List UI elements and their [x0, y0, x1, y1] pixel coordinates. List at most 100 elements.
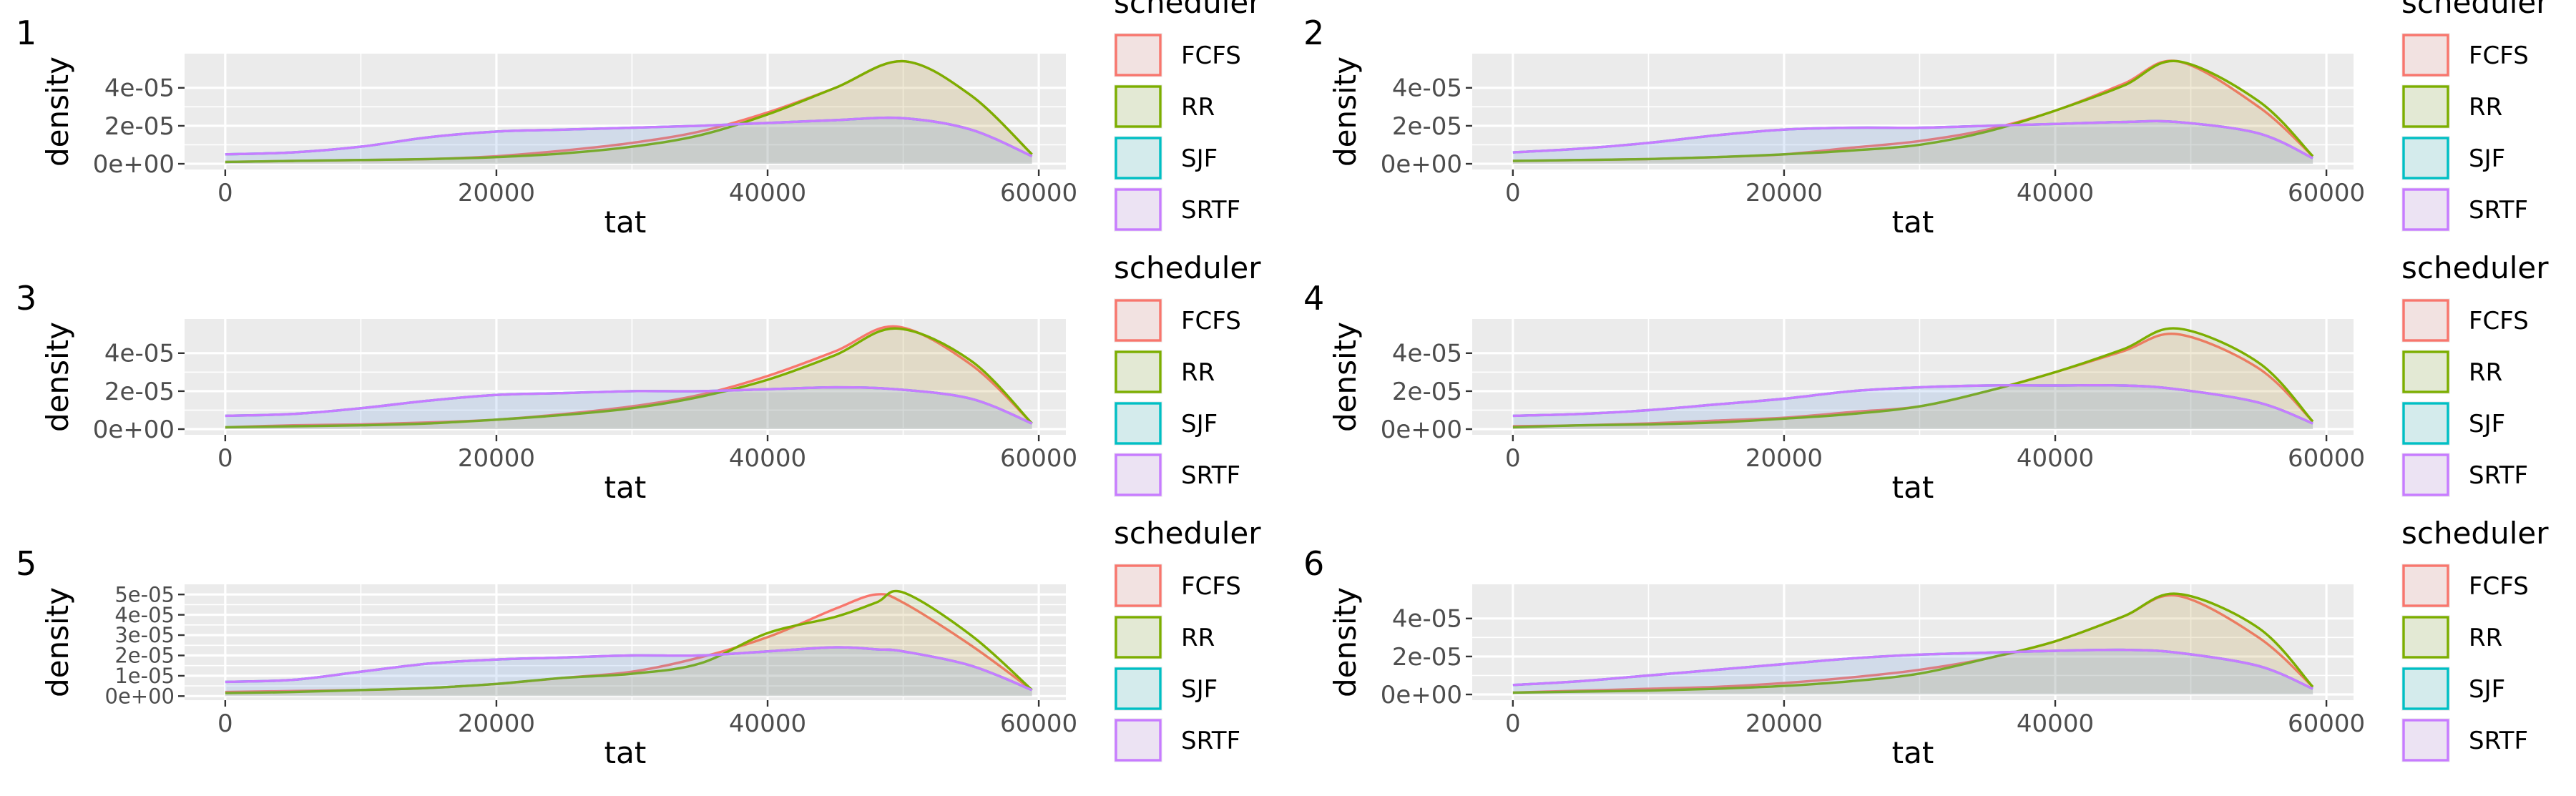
legend-swatch-fcfs	[1115, 564, 1162, 607]
panel-label: 2	[1303, 14, 1324, 52]
plot-background	[185, 584, 1066, 700]
legend-key-bg	[2401, 350, 2450, 394]
x-axis-title: tat	[1892, 205, 1934, 240]
legend-swatch-rr	[2402, 350, 2449, 393]
x-tick-label: 20000	[1745, 444, 1823, 473]
x-tick-label: 60000	[2288, 709, 2365, 738]
density-area-sjf	[1512, 385, 2313, 429]
panel-5: 5 0 20000 40000 60000 0e+001e-052e-053e-054e-…	[16, 516, 1261, 770]
density-area-fcfs	[225, 594, 1032, 697]
y-axis-title: density	[1328, 56, 1363, 167]
legend-swatch-rr	[1115, 350, 1162, 393]
legend: scheduler FCFS RR SJF SRTF	[2401, 516, 2549, 762]
legend-label: SJF	[2469, 144, 2505, 173]
panel-label: 5	[16, 544, 36, 583]
density-area-srtf	[1512, 649, 2313, 694]
legend-label: SRTF	[2469, 461, 2528, 490]
density-line-fcfs	[1512, 594, 2314, 694]
legend-swatch-srtf	[2402, 453, 2449, 496]
y-tick-label: 0e+00	[105, 684, 175, 708]
density-line-srtf	[225, 646, 1033, 692]
x-tick-label: 0	[1505, 444, 1521, 473]
legend-label: FCFS	[1181, 307, 1241, 335]
panel-2: 2 0 20000 40000 60000 0e+00 2e-05 4e-05 tat densi…	[1303, 0, 2549, 240]
legend-swatch-srtf	[1115, 453, 1162, 496]
legend-label: RR	[1181, 93, 1215, 122]
legend-key-bg	[1114, 33, 1162, 77]
legend-label: RR	[1181, 358, 1215, 387]
density-area-fcfs	[225, 61, 1032, 164]
density-area-srtf	[1512, 121, 2313, 164]
y-tick-label: 2e-05	[1392, 378, 1462, 406]
plot-background	[1472, 319, 2354, 435]
legend-swatch-rr	[2402, 85, 2449, 128]
x-tick-label: 20000	[458, 709, 535, 738]
density-area-fcfs	[225, 326, 1032, 429]
density-line-srtf	[1512, 383, 2313, 425]
legend-swatch-srtf	[1115, 719, 1162, 762]
legend-key-bg	[1114, 84, 1162, 129]
legend-swatch-rr	[1115, 616, 1162, 659]
density-area-rr	[225, 591, 1032, 697]
legend-swatch-fcfs	[2402, 34, 2449, 77]
legend-title: scheduler	[1114, 250, 1261, 285]
legend-label: FCFS	[2469, 307, 2529, 335]
legend-swatch-srtf	[2402, 719, 2449, 762]
y-tick-label: 2e-05	[1392, 112, 1462, 141]
legend-swatch-sjf	[1115, 137, 1162, 180]
legend-label: SRTF	[2469, 727, 2528, 755]
y-axis-title: density	[40, 322, 75, 432]
x-axis-title: tat	[1892, 735, 1934, 770]
legend-key-bg	[1114, 298, 1162, 343]
density-area-rr	[225, 61, 1032, 164]
legend-label: RR	[2469, 93, 2502, 122]
panel-4: 4 0 20000 40000 60000 0e+00 2e-05 4e-05 tat densi…	[1303, 250, 2549, 505]
legend-key-bg	[1114, 187, 1162, 232]
density-line-srtf	[225, 116, 1033, 157]
density-area-fcfs	[1512, 333, 2313, 429]
y-tick-label: 2e-05	[104, 378, 175, 406]
legend-key-bg	[1114, 136, 1162, 180]
legend-label: RR	[2469, 624, 2502, 652]
legend-label: SJF	[2469, 410, 2505, 438]
panel-3: 3 0 20000 40000 60000 0e+00 2e-05 4e-05 tat densi…	[16, 250, 1261, 505]
x-tick-label: 0	[1505, 709, 1521, 738]
density-line-rr	[225, 59, 1033, 164]
panel-label: 6	[1303, 544, 1324, 583]
legend-swatch-rr	[1115, 85, 1162, 128]
legend-key-bg	[1114, 615, 1162, 659]
x-tick-label: 0	[1505, 179, 1521, 207]
x-tick-label: 20000	[1745, 179, 1823, 207]
y-tick-label: 0e+00	[93, 416, 175, 444]
legend: scheduler FCFS RR SJF SRTF	[2401, 250, 2549, 497]
legend-label: RR	[2469, 358, 2502, 387]
y-tick-label: 2e-05	[114, 644, 175, 668]
legend-title: scheduler	[2401, 516, 2549, 551]
y-tick-label: 2e-05	[1392, 643, 1462, 672]
y-tick-label: 4e-05	[1392, 74, 1462, 103]
legend-key-bg	[1114, 718, 1162, 762]
x-axis-title: tat	[604, 205, 647, 240]
legend-swatch-fcfs	[2402, 299, 2449, 342]
legend-title: scheduler	[2401, 250, 2549, 285]
legend-key-bg	[2401, 718, 2450, 762]
density-area-sjf	[225, 647, 1032, 697]
x-tick-label: 0	[217, 709, 233, 738]
x-tick-label: 60000	[2288, 179, 2365, 207]
x-axis-title: tat	[1892, 470, 1934, 505]
density-area-sjf	[225, 117, 1032, 164]
legend-key-bg	[2401, 564, 2450, 608]
y-axis-title: density	[40, 587, 75, 697]
panel-6: 6 0 20000 40000 60000 0e+00 2e-05 4e-05 tat densi…	[1303, 516, 2549, 770]
legend-swatch-sjf	[1115, 402, 1162, 445]
density-area-srtf	[225, 387, 1032, 429]
legend-swatch-rr	[2402, 616, 2449, 659]
y-tick-label: 1e-05	[114, 664, 175, 688]
legend-key-bg	[1114, 401, 1162, 446]
y-tick-label: 3e-05	[114, 623, 175, 647]
legend-key-bg	[2401, 187, 2450, 232]
density-line-srtf	[225, 385, 1033, 425]
density-area-sjf	[1512, 121, 2313, 164]
legend-label: SRTF	[1181, 727, 1240, 755]
